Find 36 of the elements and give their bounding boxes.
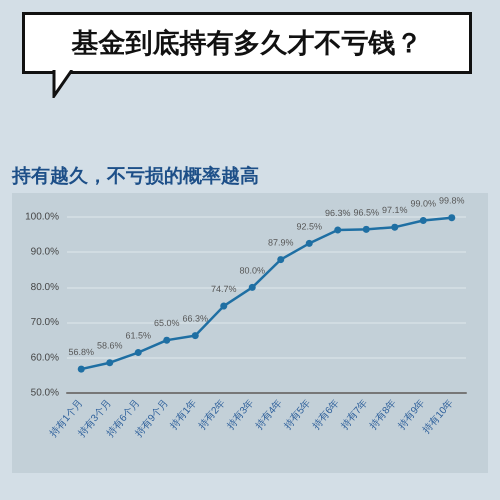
data-label: 61.5% (125, 330, 152, 341)
point (334, 226, 342, 234)
point (134, 349, 142, 356)
chart-subtitle: 持有越久，不亏损的概率越高 (12, 164, 259, 189)
point (163, 336, 170, 344)
data-label: 56.8% (68, 347, 94, 358)
data-label: 96.5% (353, 207, 380, 218)
point (420, 217, 427, 224)
point (391, 224, 398, 231)
y-tick-label: 60.0% (30, 352, 60, 364)
point (277, 256, 284, 264)
data-label: 65.0% (154, 318, 180, 328)
data-label: 87.9% (268, 238, 294, 248)
data-label: 99.8% (438, 196, 465, 206)
y-tick-label: 50.0% (30, 388, 60, 398)
point (78, 366, 85, 373)
data-label: 66.3% (182, 314, 208, 324)
point (220, 302, 228, 310)
chart-title: 基金到底持有多久才不亏钱？ (22, 12, 472, 74)
point (362, 226, 370, 233)
data-label: 74.7% (210, 284, 237, 294)
data-label: 58.6% (96, 340, 123, 351)
y-tick-label: 80.0% (30, 282, 60, 293)
data-label: 80.0% (239, 265, 266, 276)
data-label: 97.1% (382, 205, 408, 216)
data-label: 99.0% (410, 198, 436, 209)
y-tick-label: 100.0% (25, 212, 60, 222)
point (306, 240, 313, 247)
point (106, 359, 114, 366)
y-tick-label: 70.0% (30, 317, 60, 328)
y-tick-label: 90.0% (30, 246, 60, 258)
point (192, 332, 199, 340)
point (448, 214, 456, 222)
data-label: 96.3% (324, 208, 351, 218)
data-label: 92.5% (296, 221, 322, 232)
point (248, 284, 256, 291)
